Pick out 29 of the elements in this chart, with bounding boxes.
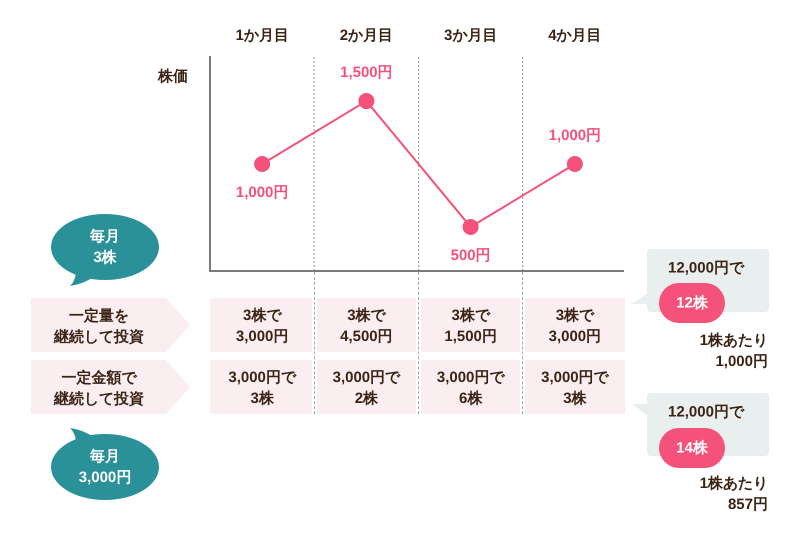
text: 12,000円で <box>668 258 744 278</box>
data-label: 1,500円 <box>340 64 393 82</box>
x-tick-label: 1か月目 <box>235 27 289 44</box>
text: 一定量を <box>69 306 129 326</box>
text: 14株 <box>676 438 708 458</box>
text: 一定金額で <box>62 368 136 388</box>
x-tick-label: 4か月目 <box>548 27 602 44</box>
text: 3,000円で 2株 <box>332 368 400 409</box>
text: 3株で 3,000円 <box>236 306 288 347</box>
data-label: 1,000円 <box>236 184 288 202</box>
text: 3,000円で 3株 <box>228 368 296 409</box>
text: 毎月 3,000円 <box>78 447 132 488</box>
text: 12株 <box>676 294 708 314</box>
text: 1株あたり 857円 <box>700 474 768 515</box>
data-label: 500円 <box>450 247 491 264</box>
text: 3株で 1,500円 <box>444 306 497 347</box>
text: 3,000円で 6株 <box>436 368 504 409</box>
text: 継続して投資 <box>54 389 144 409</box>
text: 12,000円で <box>668 402 744 422</box>
data-label: 1,000円 <box>548 127 602 144</box>
y-axis-title: 株価 <box>157 68 188 86</box>
text: 毎月 3株 <box>90 227 120 268</box>
text: 3株で 3,000円 <box>548 306 602 347</box>
text: 継続して投資 <box>54 327 144 347</box>
text: 3,000円で 3株 <box>541 368 609 409</box>
text: 1株あたり 1,000円 <box>700 331 768 372</box>
text: 3株で 4,500円 <box>340 306 393 347</box>
x-tick-label: 3か月目 <box>444 27 498 44</box>
x-tick-label: 2か月目 <box>340 27 394 44</box>
